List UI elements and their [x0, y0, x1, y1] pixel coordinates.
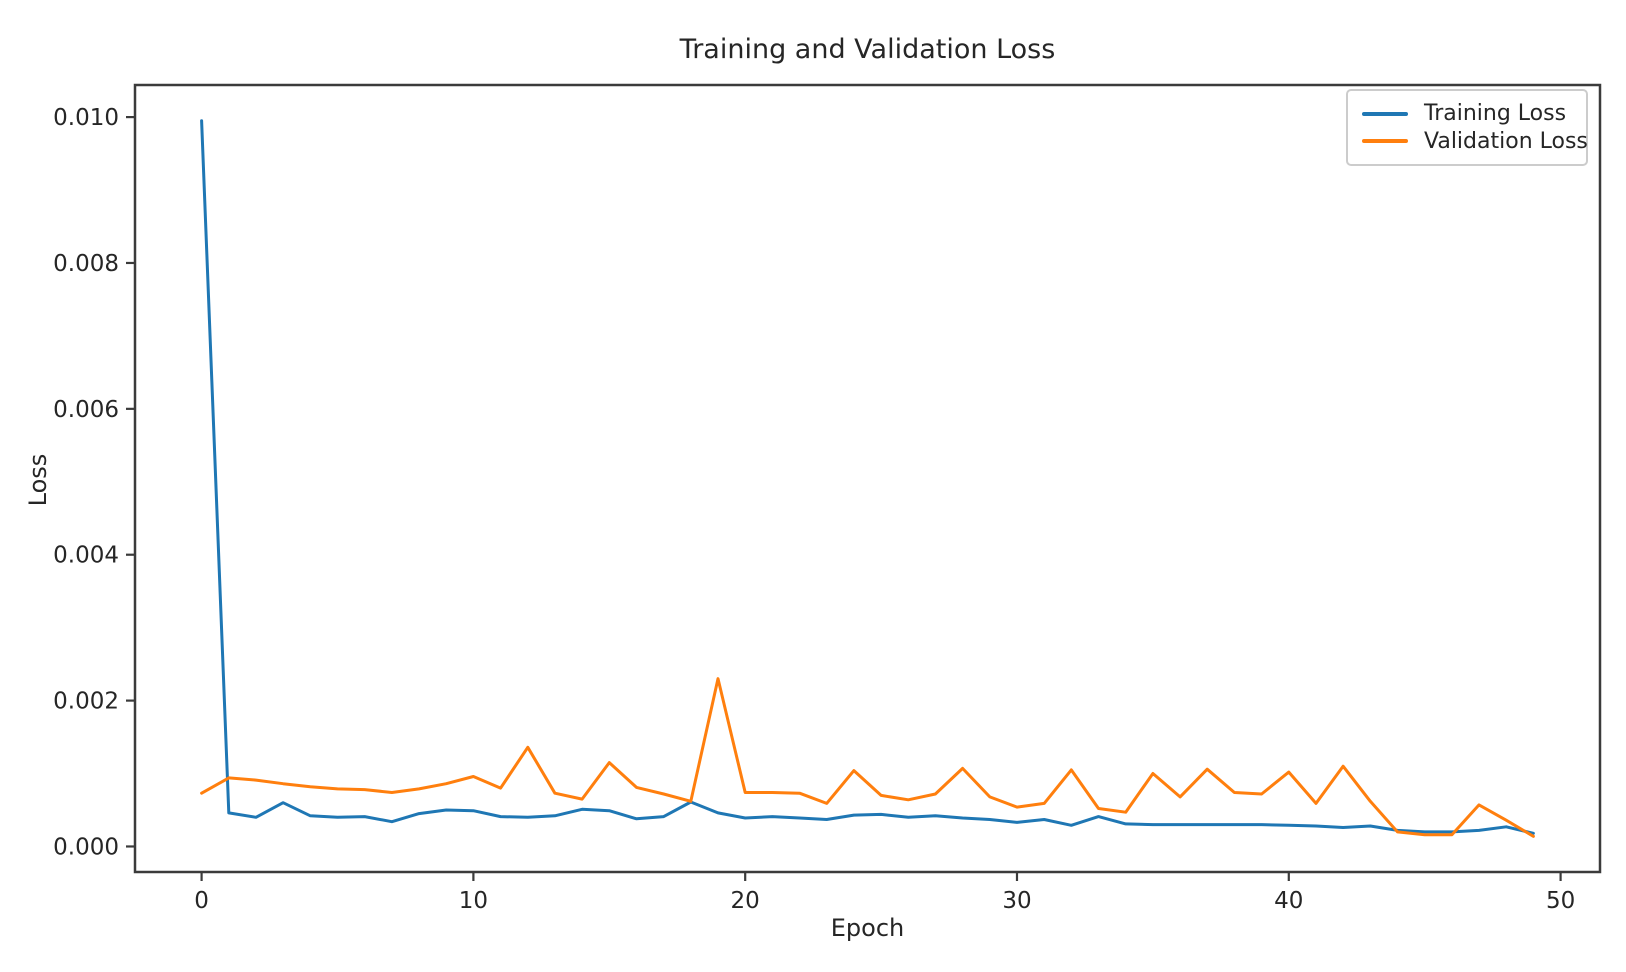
- legend: Training Loss Validation Loss: [1346, 89, 1588, 166]
- y-tick-label: 0.002: [53, 689, 119, 715]
- legend-entry-training: Training Loss: [1362, 100, 1574, 128]
- training-loss-line: [200, 119, 1535, 835]
- legend-label-validation: Validation Loss: [1424, 128, 1588, 154]
- y-tick-label: 0.006: [53, 397, 119, 423]
- x-tick-label: 40: [1274, 888, 1303, 914]
- axes-frame: [133, 83, 1602, 874]
- x-tick-label: 50: [1546, 888, 1575, 914]
- x-axis-label: Epoch: [830, 914, 905, 942]
- training-loss-line-swatch: [1362, 111, 1408, 116]
- y-tick-label: 0.000: [53, 834, 119, 860]
- legend-entry-validation: Validation Loss: [1362, 128, 1588, 156]
- legend-label-training: Training Loss: [1424, 101, 1567, 127]
- y-axis-label: Loss: [24, 453, 52, 507]
- x-tick-label: 10: [459, 888, 488, 914]
- y-tick-label: 0.008: [53, 251, 119, 277]
- y-tick-label: 0.004: [53, 543, 119, 569]
- validation-loss-line: [200, 677, 1535, 838]
- chart-title: Training and Validation Loss: [679, 34, 1056, 65]
- x-tick-label: 20: [731, 888, 760, 914]
- x-tick-label: 0: [194, 888, 209, 914]
- validation-loss-line-swatch: [1362, 139, 1408, 144]
- y-tick-label: 0.010: [53, 105, 119, 131]
- x-tick-label: 30: [1002, 888, 1031, 914]
